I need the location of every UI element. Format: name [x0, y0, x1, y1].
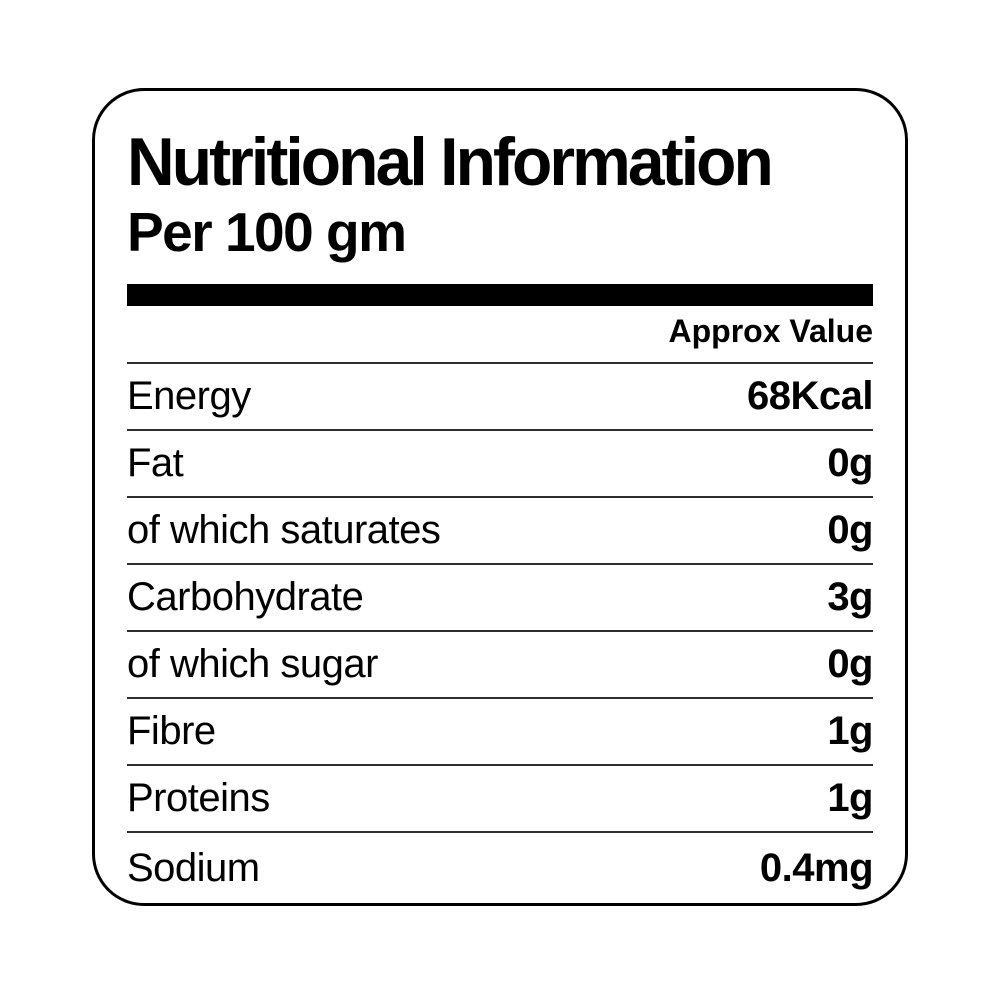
nutrient-name: of which sugar — [127, 642, 378, 687]
label-title: Nutritional Information — [127, 124, 774, 200]
nutrient-row-proteins: Proteins 1g — [127, 766, 873, 834]
label-subtitle: Per 100 gm — [127, 201, 407, 264]
nutrient-name: Carbohydrate — [127, 575, 364, 620]
nutrient-name: Fibre — [127, 709, 216, 754]
nutrient-value: 0g — [827, 508, 873, 553]
nutrient-row-fat: Fat 0g — [127, 431, 873, 499]
nutrient-value: 1g — [827, 709, 873, 754]
nutrient-row-fibre: Fibre 1g — [127, 699, 873, 767]
nutrient-name: Sodium — [127, 845, 260, 890]
separator-bar — [127, 284, 873, 307]
nutrient-name: Proteins — [127, 776, 270, 821]
nutrient-row-saturates: of which saturates 0g — [127, 498, 873, 566]
nutrient-value: 68Kcal — [747, 374, 873, 419]
nutrient-row-energy: Energy 68Kcal — [127, 364, 873, 432]
nutrient-value: 0.4mg — [759, 845, 874, 890]
nutrient-row-sugar: of which sugar 0g — [127, 632, 873, 700]
value-column-header: Approx Value — [127, 306, 873, 365]
nutrient-value: 3g — [827, 575, 873, 620]
nutrition-label: Nutritional Information Per 100 gm Appro… — [92, 88, 908, 906]
nutrient-value: 1g — [827, 776, 873, 821]
nutrient-row-sodium: Sodium 0.4mg — [127, 833, 874, 903]
nutrient-name: Fat — [127, 441, 184, 486]
nutrient-name: of which saturates — [127, 508, 441, 553]
nutrient-value: 0g — [827, 441, 873, 486]
nutrient-name: Energy — [127, 374, 251, 419]
nutrient-value: 0g — [827, 642, 873, 687]
nutrient-row-carbohydrate: Carbohydrate 3g — [127, 565, 873, 633]
